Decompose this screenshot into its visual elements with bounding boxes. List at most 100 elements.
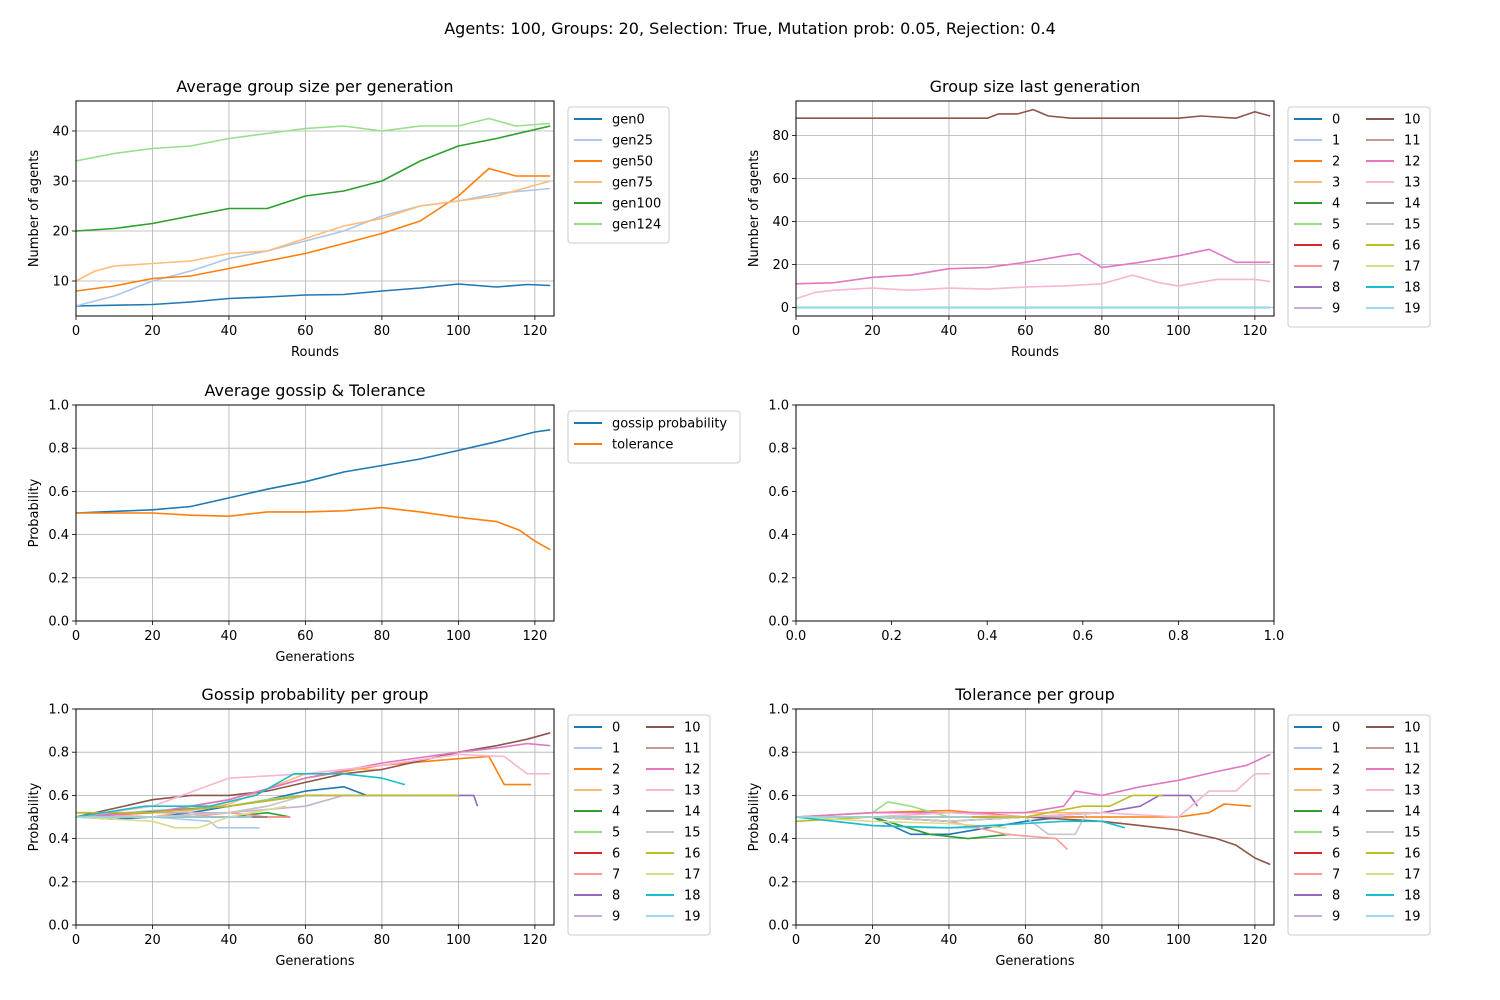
series-line-10 [796,108,1271,119]
subplot-title: Tolerance per group [954,685,1115,704]
legend-label: 10 [1404,113,1421,128]
x-tick-label: 120 [522,629,547,644]
x-tick-label: 0.8 [1168,629,1189,644]
subplot-p1: 0 20 40 60 80 100 120 10 20 30 40 Average group siz… [27,77,670,360]
y-tick-label: 0.0 [768,919,789,934]
legend-label: 15 [1404,218,1421,233]
x-axis-label: Generations [995,954,1075,969]
y-tick-label: 0.4 [48,832,69,847]
legend-label: 11 [684,742,701,757]
subplot-p4: 0.0 0.2 0.4 0.6 0.8 1.0 0.0 0.2 0.4 0.6 0.8 1.0 [768,399,1284,645]
legend-label: 5 [612,826,620,841]
x-tick-label: 100 [446,629,471,644]
legend-box [1287,714,1431,936]
y-tick-label: 0.4 [768,832,789,847]
legend-label: 12 [684,763,701,778]
legend-label: 4 [1332,805,1340,820]
y-tick-label: 0.0 [48,615,69,630]
axes-frame [75,708,555,926]
y-tick-label: 0.2 [48,571,69,586]
x-axis-label: Generations [275,650,355,665]
x-tick-label: 60 [1017,933,1034,948]
x-axis-label: Generations [275,954,355,969]
legend-label: 14 [1404,197,1421,212]
x-tick-label: 100 [446,933,471,948]
series-line-18 [796,816,1126,829]
legend-label: 13 [684,784,701,799]
legend-label: 9 [612,910,620,925]
legend-box [567,714,711,936]
legend-label: 4 [612,805,620,820]
x-tick-label: 60 [1017,324,1034,339]
series-group [796,753,1271,866]
legend-label: 16 [1404,239,1421,254]
series-line-13 [76,753,551,818]
x-tick-label: 120 [522,933,547,948]
series-line-gen0 [76,283,551,307]
legend-label: 13 [1404,784,1421,799]
figure-suptitle: Agents: 100, Groups: 20, Selection: True… [444,19,1056,38]
series-line-gen75 [76,180,551,282]
series-group [76,732,551,829]
subplot-p5: 0 20 40 60 80 100 1200.00.20.40.60.81.0Gossip … [27,685,711,969]
series-group [76,429,551,551]
y-tick-label: 0.8 [48,442,69,457]
series-line-gen100 [76,125,551,232]
y-tick-label: 80 [772,129,789,144]
y-tick-label: 0 [781,301,789,316]
legend-label: 10 [684,721,701,736]
y-tick-label: 40 [52,125,69,140]
series-line-gossip-probability [76,429,551,514]
y-tick-label: 1.0 [48,399,69,414]
legend-label: 3 [1332,784,1340,799]
subplot-p3: 0 20 40 60 80 100 120 0.0 0.2 0.4 0.6 0.8 1.0 Average… [27,381,741,665]
legend-label: 3 [1332,176,1340,191]
legend-label: 13 [1404,176,1421,191]
legend-label: 7 [1332,260,1340,275]
legend-label: 6 [1332,847,1340,862]
y-tick-label: 1.0 [48,703,69,718]
legend-label: 9 [1332,302,1340,317]
legend-label: 18 [684,889,701,904]
legend-label: 9 [1332,910,1340,925]
series-group [796,108,1271,309]
legend-label: 1 [1332,742,1340,757]
series-line-10 [76,732,551,818]
y-tick-label: 60 [772,172,789,187]
y-tick-label: 40 [772,215,789,230]
series-line-gen124 [76,117,551,162]
x-tick-label: 40 [941,933,958,948]
x-tick-label: 0 [72,324,80,339]
legend-label: gen100 [612,197,661,212]
y-tick-label: 20 [52,225,69,240]
y-axis-label: Number of agents [27,150,42,268]
legend-label: 0 [612,721,620,736]
legend-label: 2 [612,763,620,778]
y-axis-label: Probability [27,478,42,547]
legend-label: 8 [612,889,620,904]
legend-label: 19 [684,910,701,925]
legend-label: gen25 [612,134,653,149]
x-tick-label: 0.0 [786,629,807,644]
y-tick-label: 0.4 [768,528,789,543]
legend-label: 14 [684,805,701,820]
y-tick-label: 0.8 [48,746,69,761]
y-axis-label: Probability [27,782,42,851]
axes-frame [795,100,1275,317]
subplot-title: Group size last generation [930,77,1141,96]
legend-label: 19 [1404,910,1421,925]
legend-box [567,410,741,464]
legend-label: 18 [1404,281,1421,296]
legend-label: 17 [1404,260,1421,275]
legend-label: 18 [1404,889,1421,904]
y-tick-label: 0.8 [768,746,789,761]
legend-label: 7 [612,868,620,883]
legend-label: 19 [1404,302,1421,317]
x-tick-label: 80 [1094,324,1111,339]
subplot-p6: 0 20 40 60 80 100 1200.00.20.40.60.81.0Toleran… [747,685,1431,969]
series-line-12 [796,753,1271,818]
